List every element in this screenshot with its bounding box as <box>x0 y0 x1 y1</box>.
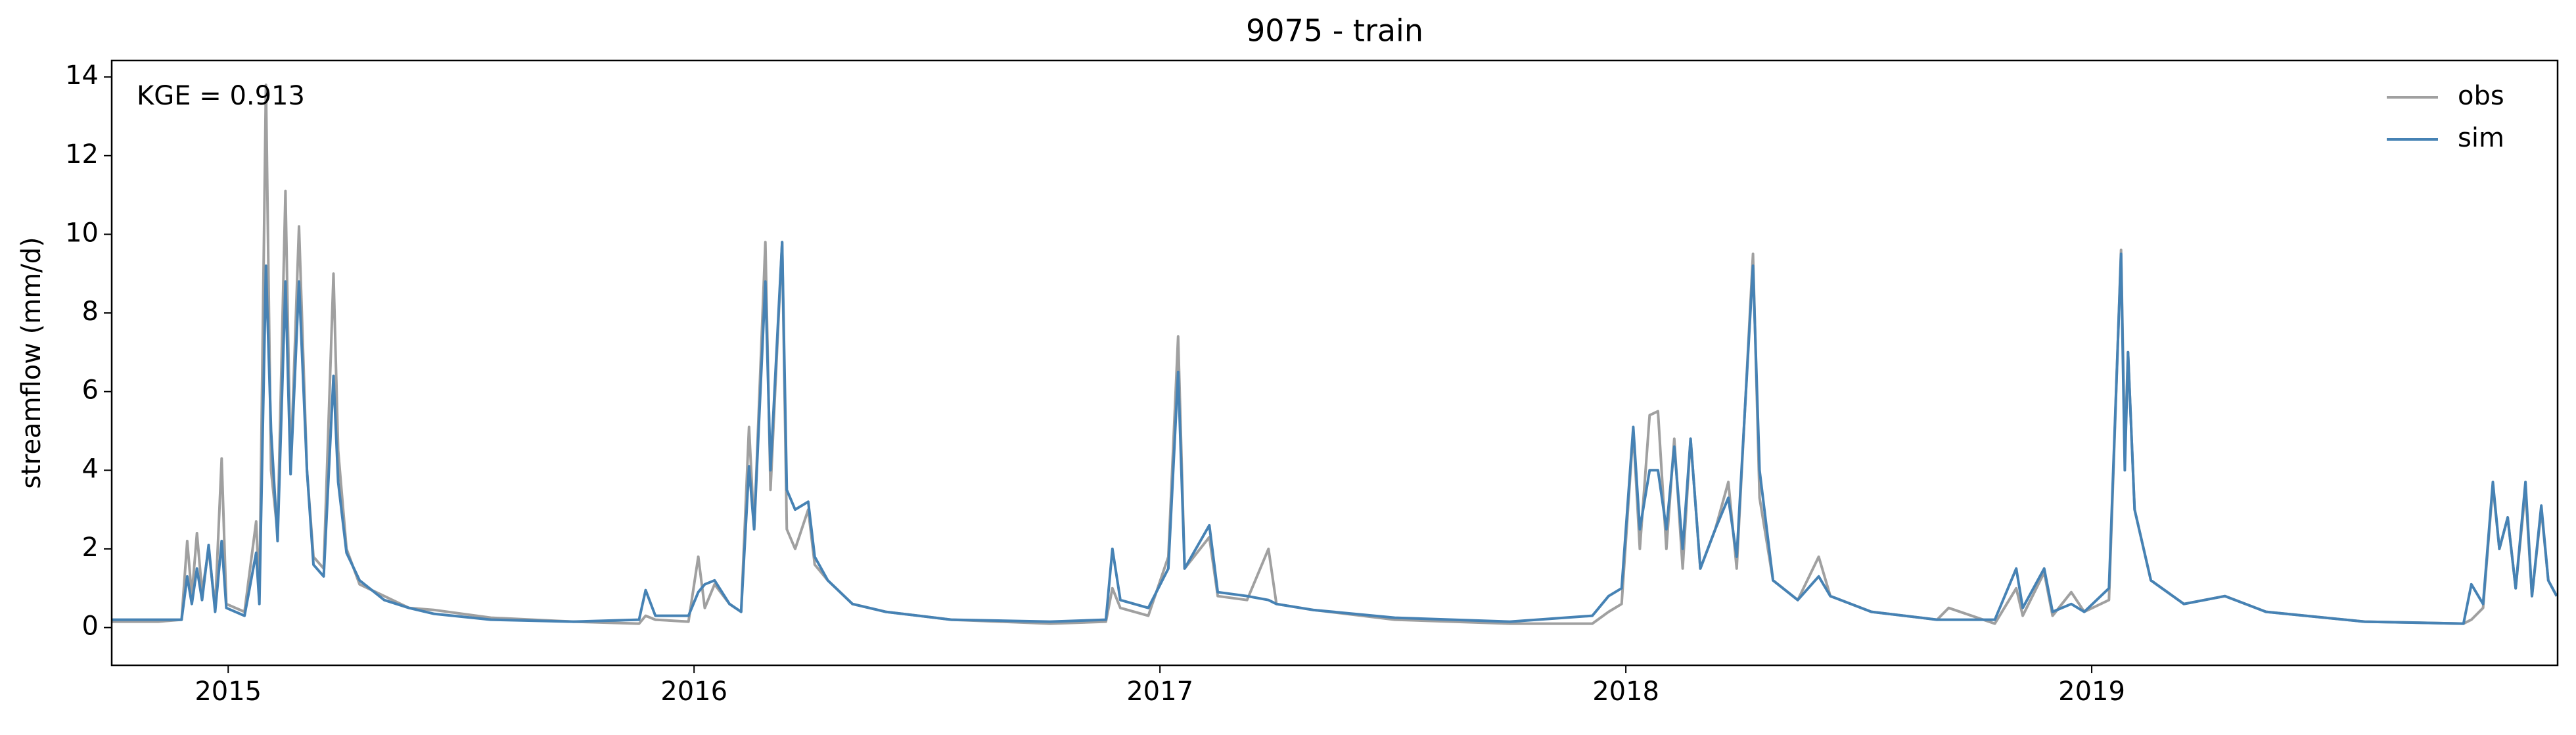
y-tick-label: 10 <box>65 218 99 248</box>
chart-title: 9075 - train <box>1246 13 1423 49</box>
x-tick-label: 2019 <box>2058 676 2125 707</box>
y-tick-label: 12 <box>65 139 99 170</box>
x-tick-label: 2018 <box>1592 676 1659 707</box>
legend-label: obs <box>2458 81 2504 111</box>
legend-label: sim <box>2458 123 2504 153</box>
x-tick-label: 2015 <box>195 676 262 707</box>
y-tick-label: 2 <box>82 533 99 563</box>
annotation: KGE = 0.913 <box>137 81 305 111</box>
series-line <box>112 83 2558 625</box>
plot-frame <box>110 59 2559 667</box>
y-tick-label: 0 <box>82 611 99 642</box>
y-tick-label: 14 <box>65 60 99 91</box>
y-tick-label: 6 <box>82 375 99 406</box>
x-tick-label: 2017 <box>1126 676 1193 707</box>
y-axis-label: streamflow (mm/d) <box>16 237 47 488</box>
y-tick-label: 4 <box>82 454 99 484</box>
y-tick-label: 8 <box>82 296 99 327</box>
series-line <box>112 241 2558 625</box>
x-tick-label: 2016 <box>660 676 727 707</box>
